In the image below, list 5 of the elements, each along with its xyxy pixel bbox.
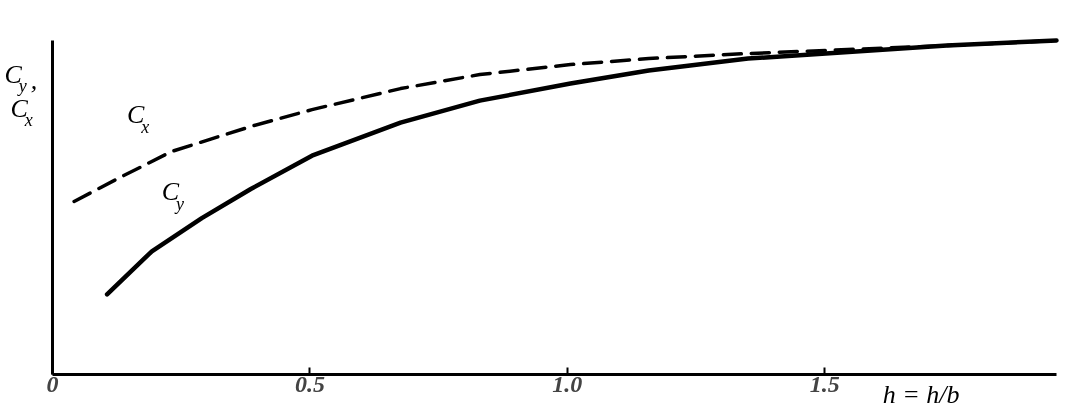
x-tick-label: 1.0 bbox=[552, 370, 583, 397]
x-tick-label: 1.5 bbox=[809, 370, 840, 397]
x-axis-title: h = h/b bbox=[882, 379, 960, 409]
x-tick-label: 0.5 bbox=[294, 370, 325, 397]
x-tick-label: 0 bbox=[46, 370, 59, 397]
